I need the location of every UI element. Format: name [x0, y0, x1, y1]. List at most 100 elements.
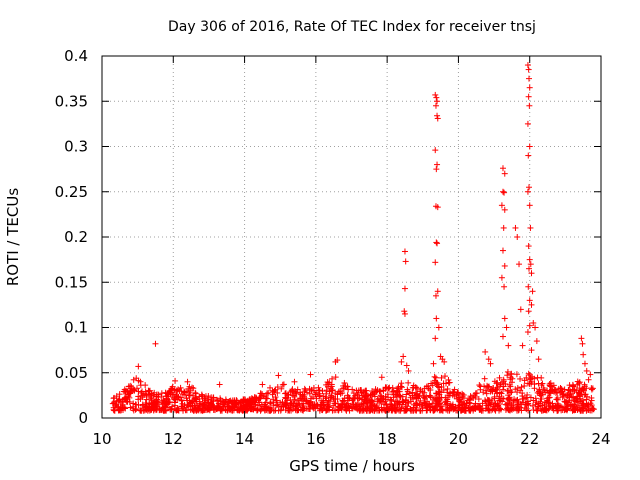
band-marker: [177, 394, 184, 401]
band-marker: [451, 386, 458, 393]
band-marker: [382, 407, 389, 414]
x-tick-label: 22: [520, 430, 539, 448]
band-marker: [182, 406, 189, 413]
band-marker: [319, 399, 326, 406]
data-point: [528, 347, 535, 354]
band-marker: [344, 397, 351, 404]
band-marker: [199, 395, 206, 402]
band-marker: [291, 393, 298, 400]
band-marker: [564, 401, 571, 408]
band-marker: [545, 400, 552, 407]
band-marker: [189, 397, 196, 404]
data-point: [152, 340, 159, 347]
band-marker: [337, 388, 344, 395]
x-tick-label: 10: [92, 430, 111, 448]
band-marker: [345, 394, 352, 401]
band-marker: [589, 385, 596, 392]
band-marker: [177, 384, 184, 391]
band-marker: [341, 379, 348, 386]
band-marker: [410, 396, 417, 403]
data-point: [525, 152, 532, 159]
band-marker: [350, 401, 357, 408]
band-marker: [534, 374, 541, 381]
band-marker: [491, 406, 498, 413]
band-marker: [525, 402, 532, 409]
band-marker: [462, 405, 469, 412]
band-marker: [345, 386, 352, 393]
band-marker: [440, 387, 447, 394]
data-point: [434, 288, 441, 295]
band-marker: [525, 370, 532, 377]
band-marker: [226, 406, 233, 413]
data-band: [109, 368, 597, 414]
band-marker: [476, 406, 483, 413]
band-marker: [491, 393, 498, 400]
band-marker: [513, 397, 520, 404]
band-marker: [169, 403, 176, 410]
band-marker: [455, 390, 462, 397]
data-point: [216, 381, 223, 388]
band-marker: [379, 399, 386, 406]
band-marker: [116, 407, 123, 414]
band-marker: [292, 407, 299, 414]
band-marker: [345, 403, 352, 410]
band-marker: [518, 401, 525, 408]
band-marker: [344, 383, 351, 390]
band-marker: [588, 386, 595, 393]
band-marker: [576, 402, 583, 409]
band-marker: [476, 406, 483, 413]
band-marker: [588, 394, 595, 401]
data-point: [403, 362, 410, 369]
band-marker: [477, 386, 484, 393]
data-point: [526, 143, 533, 150]
band-marker: [513, 402, 520, 409]
band-marker: [143, 403, 150, 410]
band-marker: [160, 397, 167, 404]
data-point: [430, 360, 437, 367]
y-tick-label: 0.05: [55, 364, 88, 382]
band-marker: [122, 388, 129, 395]
data-point: [526, 297, 533, 304]
data-point: [434, 115, 441, 122]
band-marker: [291, 402, 298, 409]
band-marker: [327, 394, 334, 401]
data-point: [583, 367, 590, 374]
y-tick-label: 0.15: [55, 273, 88, 291]
band-marker: [171, 402, 178, 409]
band-marker: [319, 405, 326, 412]
data-point: [524, 120, 531, 127]
band-marker: [547, 380, 554, 387]
data-point: [401, 308, 408, 315]
band-marker: [197, 401, 204, 408]
data-point: [433, 166, 440, 173]
band-marker: [270, 402, 277, 409]
band-marker: [423, 383, 430, 390]
data-point: [530, 319, 537, 326]
band-marker: [356, 394, 363, 401]
band-marker: [436, 400, 443, 407]
band-marker: [374, 387, 381, 394]
band-marker: [332, 400, 339, 407]
y-tick-label: 0.2: [64, 228, 88, 246]
band-marker: [488, 387, 495, 394]
band-marker: [538, 382, 545, 389]
band-marker: [267, 400, 274, 407]
band-marker: [332, 390, 339, 397]
band-marker: [340, 385, 347, 392]
band-marker: [436, 384, 443, 391]
band-marker: [148, 400, 155, 407]
band-marker: [315, 384, 322, 391]
data-point: [400, 353, 407, 360]
band-marker: [431, 407, 438, 414]
data-point: [501, 170, 508, 177]
data-point: [517, 306, 524, 313]
band-marker: [346, 404, 353, 411]
band-marker: [559, 406, 566, 413]
band-marker: [329, 375, 336, 382]
data-point: [525, 283, 532, 290]
band-marker: [519, 390, 526, 397]
data-point: [529, 288, 536, 295]
band-marker: [518, 384, 525, 391]
band-marker: [383, 402, 390, 409]
